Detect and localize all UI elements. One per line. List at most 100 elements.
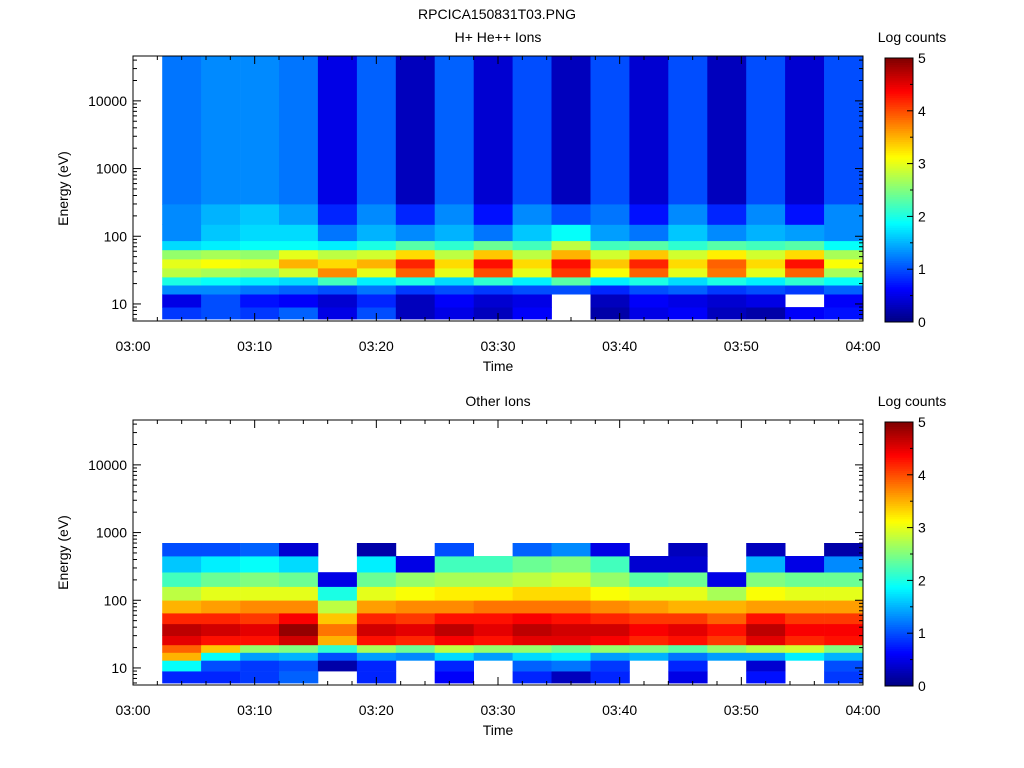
colorbar-tick-label: 3 [918, 520, 926, 536]
colorbar-step [885, 633, 913, 636]
heatmap-cell [551, 224, 591, 242]
colorbar-step [885, 99, 913, 103]
heatmap-cell [746, 249, 786, 260]
heatmap-cell [240, 268, 280, 278]
heatmap-cell [707, 204, 747, 225]
heatmap-cell [551, 56, 591, 205]
heatmap-cell [707, 644, 747, 653]
heatmap-cell [668, 612, 708, 625]
heatmap-cell [668, 556, 708, 573]
heatmap-cell [356, 204, 397, 225]
heatmap-cell [317, 586, 358, 601]
colorbar-step [885, 496, 913, 500]
heatmap-cell [201, 224, 241, 242]
colorbar-step [885, 198, 913, 202]
heatmap-cell [240, 612, 280, 625]
heatmap-cell [356, 652, 397, 661]
heatmap-cell [201, 277, 241, 286]
colorbar-step [885, 624, 913, 628]
heatmap-cell [162, 294, 202, 308]
heatmap-cell [629, 652, 669, 661]
heatmap-cell [785, 224, 825, 242]
heatmap-cell [629, 204, 669, 225]
colorbar-step [885, 477, 913, 480]
colorbar-step [885, 648, 913, 652]
colorbar-step [885, 110, 913, 114]
heatmap-cell [824, 277, 864, 286]
heatmap-cell [279, 644, 319, 653]
heatmap-cell [201, 612, 241, 625]
heatmap-cell [746, 652, 786, 661]
x-tick-label: 03:00 [115, 702, 150, 718]
colorbar-step [885, 602, 913, 606]
colorbar-step [885, 606, 913, 610]
heatmap-cell [317, 635, 358, 646]
heatmap-cell [512, 277, 552, 286]
colorbar-step [885, 604, 913, 608]
heatmap-cell [551, 586, 591, 601]
heatmap-cell [746, 224, 786, 242]
heatmap-cell [629, 240, 669, 251]
colorbar-tick-label: 1 [918, 625, 926, 641]
colorbar-step [885, 165, 913, 169]
heatmap-cell [707, 268, 747, 278]
heatmap-cell [395, 556, 436, 573]
heatmap-cell [824, 294, 864, 308]
colorbar-step [885, 468, 913, 471]
colorbar-step [885, 479, 913, 482]
heatmap-cell [512, 204, 552, 225]
x-tick-label: 03:50 [724, 702, 759, 718]
heatmap-cell [473, 644, 513, 653]
heatmap-cell [629, 307, 669, 320]
colorbar-step [885, 441, 913, 445]
colorbar-step [885, 521, 913, 524]
heatmap-cell [395, 644, 436, 653]
heatmap-cell [590, 660, 630, 672]
heatmap-cell [512, 600, 552, 614]
heatmap-cell [162, 285, 202, 295]
y-axis-label: Energy (eV) [55, 515, 71, 590]
colorbar-step [885, 319, 913, 323]
colorbar-step [885, 207, 913, 211]
figure-title: RPCICA150831T03.PNG [418, 6, 576, 22]
heatmap-cell [590, 56, 630, 205]
colorbar-step [885, 300, 913, 303]
heatmap-cell [512, 635, 552, 646]
heatmap-cell [746, 644, 786, 653]
heatmap-cell [668, 307, 708, 320]
colorbar-tick-label: 4 [918, 467, 926, 483]
colorbar-step [885, 86, 913, 90]
heatmap-cell [395, 224, 436, 242]
heatmap-cell [629, 259, 669, 269]
colorbar-step [885, 227, 913, 231]
heatmap-cell [279, 259, 319, 269]
heatmap-cell [590, 249, 630, 260]
heatmap-cell [434, 572, 474, 587]
colorbar-step [885, 527, 913, 531]
heatmap-cell [668, 277, 708, 286]
heatmap-cell [707, 285, 747, 295]
heatmap-cell [551, 635, 591, 646]
heatmap-cell [279, 268, 319, 278]
heatmap-cell [668, 294, 708, 308]
colorbar-step [885, 437, 913, 441]
heatmap-cell [434, 623, 474, 636]
heatmap-cell [356, 644, 397, 653]
heatmap-cell [356, 277, 397, 286]
panel-title: Other Ions [465, 393, 530, 409]
heatmap-cell [746, 660, 786, 672]
heatmap-cell [590, 204, 630, 225]
heatmap-cell [356, 660, 397, 672]
heatmap-cell [824, 556, 864, 573]
colorbar-step [885, 163, 913, 167]
x-tick-label: 04:00 [845, 338, 880, 354]
heatmap-cell [707, 307, 747, 320]
colorbar-step [885, 505, 913, 509]
heatmap-cell [824, 623, 864, 636]
colorbar-step [885, 130, 913, 134]
heatmap-cell [395, 600, 436, 614]
heatmap-cell [668, 224, 708, 242]
heatmap-cell [707, 240, 747, 251]
colorbar-step [885, 77, 913, 81]
heatmap-cell [590, 285, 630, 295]
